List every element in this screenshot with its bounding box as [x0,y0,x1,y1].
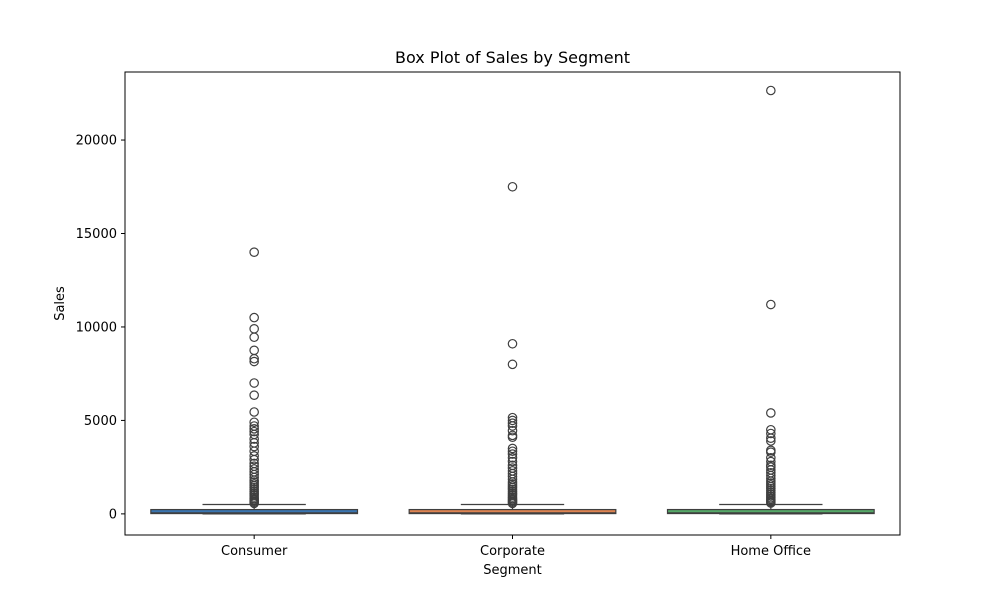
outlier-point [249,498,259,509]
outlier-point [249,451,259,461]
outlier-point [249,345,259,356]
outlier-point [507,181,518,192]
box-group-corporate [408,181,617,515]
outlier-point [249,469,259,480]
outlier-point [249,356,259,367]
outlier-point [507,338,518,349]
outlier-point [507,418,518,429]
outlier-point [766,85,776,96]
outlier-point [507,453,518,463]
outlier-point [766,453,776,463]
x-axis: Consumer Corporate Home Office [221,535,811,559]
x-axis-label: Segment [483,563,542,578]
outlier-point [249,312,259,323]
x-tick-label-home-office: Home Office [731,544,811,559]
outlier-point [507,359,518,370]
outlier-point [507,456,518,467]
outlier-point [249,247,259,257]
chart-title: Box Plot of Sales by Segment [395,48,630,67]
box-corporate [408,508,617,515]
y-axis: 0 5000 10000 15000 20000 [76,134,125,522]
outlier-point [249,332,259,343]
box-consumer [150,508,359,515]
y-tick-label: 20000 [76,134,117,149]
y-axis-label: Sales [53,286,68,321]
outlier-point [507,446,518,457]
outlier-point [249,324,259,334]
outlier-point [766,408,776,418]
outlier-point [507,443,518,454]
outlier-point [507,432,518,443]
outlier-point [507,421,518,431]
outlier-point [249,441,259,452]
outlier-point [249,390,259,400]
outlier-point [766,498,776,508]
outlier-point [249,353,259,364]
outlier-point [507,415,518,426]
outlier-point [249,424,259,434]
x-tick-label-corporate: Corporate [480,544,545,559]
outlier-point [507,471,518,482]
outlier-point [249,407,259,417]
x-tick-label-consumer: Consumer [221,544,288,559]
y-tick-label: 0 [109,507,117,522]
y-tick-label: 5000 [84,414,117,429]
outlier-point [507,498,518,509]
box-group-home-office [666,85,875,515]
outlier-point [766,428,776,439]
outlier-point [766,470,776,481]
y-tick-label: 15000 [76,227,117,242]
outlier-point [507,425,518,436]
outlier-point [249,378,259,388]
outlier-point [249,417,259,428]
outlier-point [766,436,776,446]
y-tick-label: 10000 [76,320,117,335]
outlier-point [249,426,259,437]
outlier-point [766,433,776,443]
outlier-point [249,434,259,444]
box-home-office [666,508,875,515]
outlier-point [507,449,518,459]
outlier-point [766,447,776,457]
outlier-point [249,454,259,465]
box-group-consumer [150,247,359,515]
outlier-point [766,299,776,310]
plot-area [150,85,875,515]
